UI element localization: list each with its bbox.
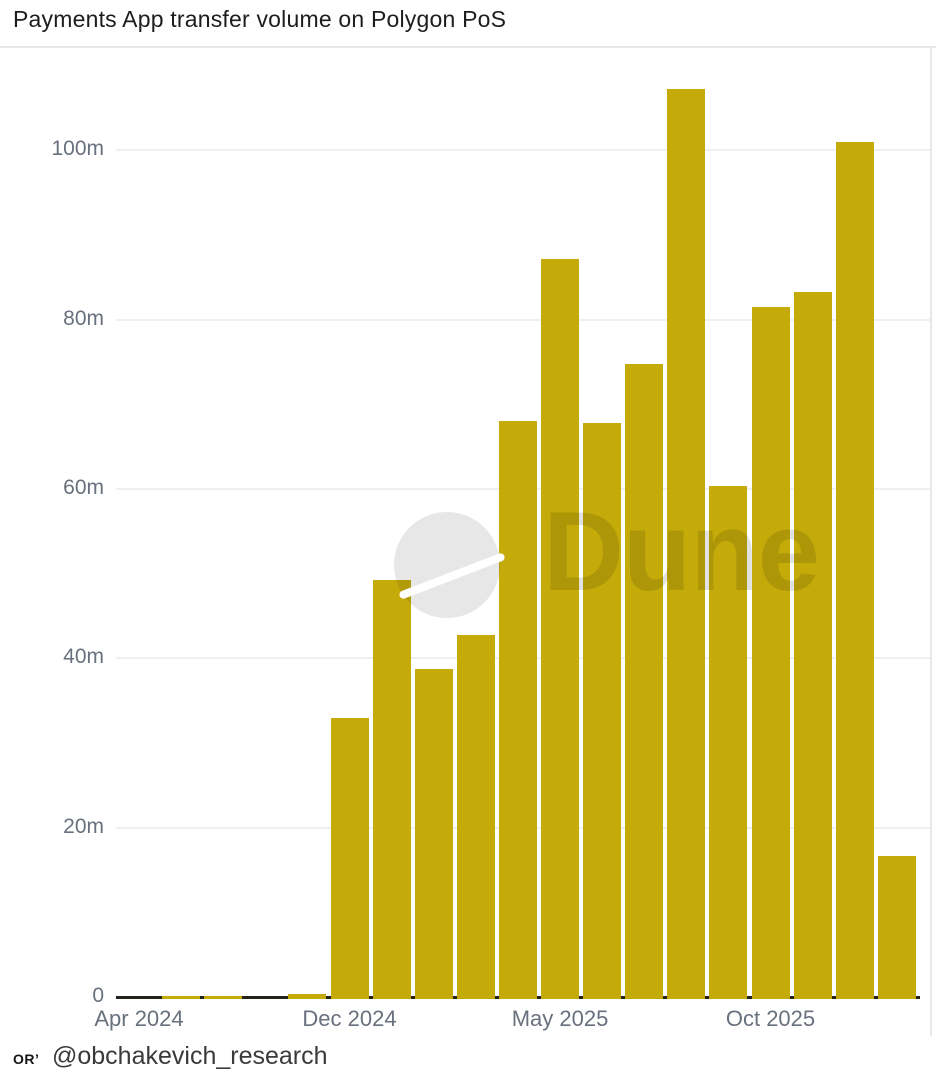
or-research-logo-icon: OR’ — [13, 1051, 40, 1067]
y-tick-label-0: 0 — [92, 984, 104, 1007]
bar-mar-2025-8[interactable] — [456, 634, 495, 999]
y-tick-label-20m: 20m — [63, 814, 104, 838]
bar-feb-2025-7[interactable] — [414, 669, 453, 999]
chart-title: Payments App transfer volume on Polygon … — [13, 6, 507, 32]
bar-nov-2025-16[interactable] — [793, 291, 832, 999]
panel-right-border — [930, 46, 932, 1036]
bar-aug-2025-13[interactable] — [667, 88, 706, 999]
bar-nov-2024-4[interactable] — [288, 994, 327, 999]
bar-2024-2[interactable] — [204, 996, 243, 999]
x-tick-label-may-2025: May 2025 — [511, 1006, 609, 1031]
x-tick-label-oct-2025: Oct 2025 — [725, 1006, 816, 1031]
panel-top-border — [0, 46, 936, 48]
bar-dec-2025-17[interactable] — [835, 142, 874, 999]
bar-jan-2026-18[interactable] — [877, 856, 916, 999]
dune-watermark-text: Dune — [543, 489, 820, 614]
x-tick-label-dec-2024: Dec 2024 — [302, 1006, 397, 1031]
footer: OR’ @obchakevich_research — [0, 1042, 936, 1078]
bar-jun-2025-11[interactable] — [583, 423, 622, 999]
bar-jan-2025-6[interactable] — [372, 579, 411, 999]
bar-2024-1[interactable] — [162, 996, 201, 999]
gridline-100m — [116, 149, 930, 152]
bar-dec-2024-5[interactable] — [330, 717, 369, 999]
plot-area — [116, 50, 930, 999]
y-tick-label-60m: 60m — [63, 476, 104, 500]
bar-oct-2025-15[interactable] — [751, 307, 790, 999]
bar-jul-2025-12[interactable] — [625, 363, 664, 999]
x-tick-label-apr-2024: Apr 2024 — [94, 1006, 184, 1031]
y-tick-label-100m: 100m — [51, 137, 104, 161]
bar-may-2025-10[interactable] — [541, 258, 579, 999]
gridline-80m — [116, 318, 930, 321]
bar-apr-2025-9[interactable] — [498, 421, 537, 999]
bar-sep-2025-14[interactable] — [709, 485, 748, 999]
y-tick-label-80m: 80m — [63, 306, 104, 330]
author-handle: @obchakevich_research — [52, 1042, 328, 1070]
y-tick-label-40m: 40m — [63, 645, 104, 669]
